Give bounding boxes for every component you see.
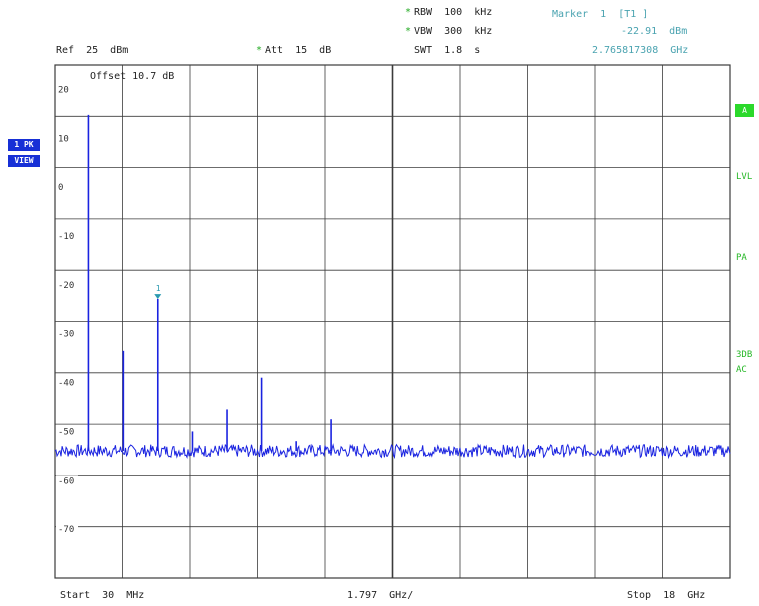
frequency-per-division: 1.797 GHz/ [347,590,414,601]
y-tick-label: -50 [58,427,74,437]
y-tick-bg [56,524,78,535]
3db-indicator: 3DB [736,350,753,360]
stop-frequency: Stop 18 GHz [627,590,706,601]
start-frequency: Start 30 MHz [60,590,145,601]
y-tick-bg [56,426,78,437]
trace-pk-badge: 1 PK [8,139,40,151]
swt-label: SWT 1.8 s [414,45,481,56]
offset-label: Offset 10.7 dB [90,71,174,82]
y-tick-bg [56,328,78,339]
y-tick-bg [56,84,74,95]
rbw-star: * [405,7,412,18]
y-tick-bg [56,133,74,144]
peak-marks [87,114,332,451]
y-tick-bg [56,377,78,388]
vbw-star: * [405,26,412,37]
y-tick-bg [56,475,78,486]
chart-grid [54,64,731,579]
y-tick-label: -40 [58,379,74,389]
att-star: * [256,45,263,56]
marker-triangle [154,294,162,300]
y-tick-label: -20 [58,281,74,291]
vbw-label: VBW 300 kHz [414,26,493,37]
view-mode-badge: VIEW [8,155,40,167]
marker-level: -22.91 dBm [621,26,688,37]
y-tick-label: 10 [58,134,69,144]
y-tick-bg [56,231,78,241]
y-tick-label: -30 [58,330,74,340]
noise-floor-trace [54,443,731,460]
y-tick-labels: 20 10 0 -10 -20 -30 -40 -50 -60 -70 [56,84,78,535]
ac-indicator: AC [736,365,747,375]
y-tick-label: -60 [58,476,74,486]
y-tick-label: -10 [58,232,74,242]
marker-title: Marker 1 [T1 ] [552,9,649,20]
y-tick-label: 20 [58,85,69,95]
rbw-label: RBW 100 kHz [414,7,493,18]
pa-indicator: PA [736,253,747,263]
marker-group: 1 [154,284,162,300]
attenuation-label: Att 15 dB [265,45,332,56]
ref-level-label: Ref 25 dBm [56,45,129,56]
marker-frequency: 2.765817308 GHz [592,45,689,56]
y-tick-label: 0 [58,183,63,193]
trace-a-indicator: A [735,104,754,117]
y-tick-bg [56,182,74,193]
y-tick-bg [56,279,78,290]
trace-group [54,443,731,460]
y-tick-label: -70 [58,525,74,535]
marker-number: 1 [156,284,161,293]
lvl-indicator: LVL [736,172,753,182]
